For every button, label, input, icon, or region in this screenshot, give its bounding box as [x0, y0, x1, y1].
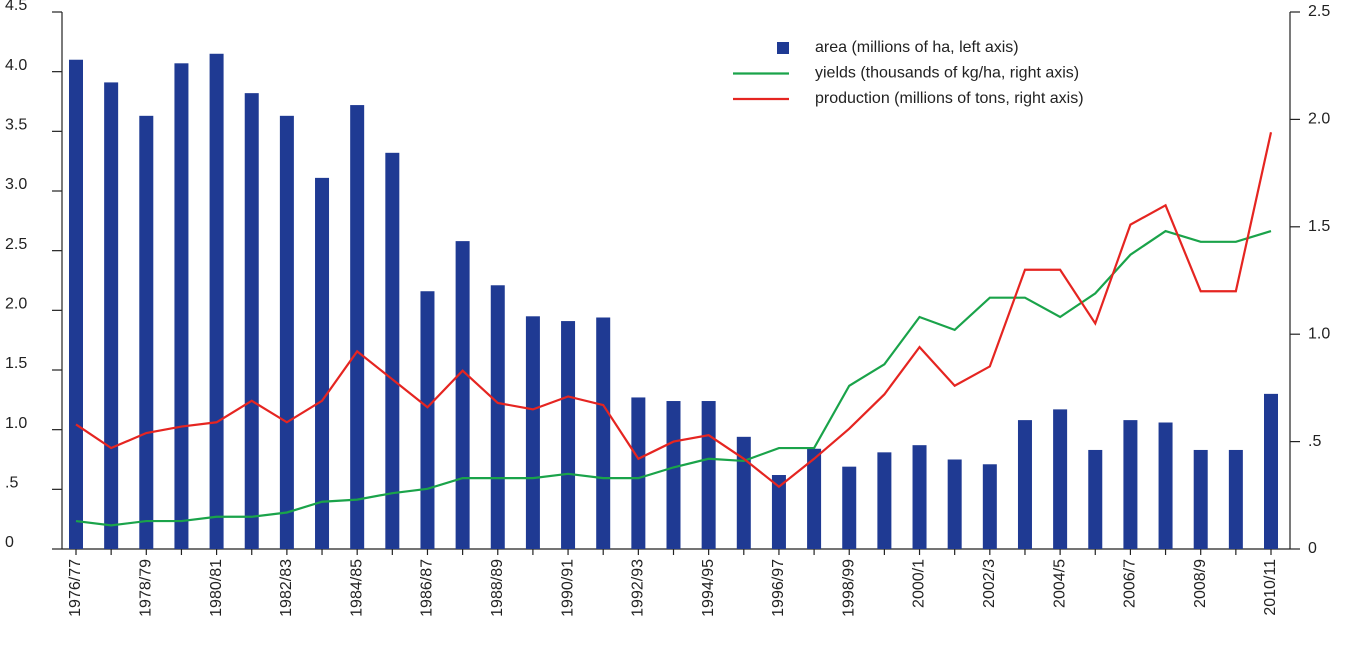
- x-tick-label: 2008/9: [1192, 559, 1209, 608]
- bar: [842, 466, 857, 549]
- x-tick-label: 1992/93: [630, 559, 647, 617]
- bar: [701, 401, 716, 549]
- bar: [69, 59, 83, 549]
- bar: [666, 401, 681, 549]
- bar: [596, 317, 611, 549]
- x-tick-label: 1990/91: [559, 559, 576, 617]
- bar: [1158, 422, 1173, 549]
- bar: [420, 291, 435, 549]
- bar: [807, 448, 822, 549]
- bar: [771, 475, 786, 549]
- bar: [350, 105, 365, 549]
- x-tick-label: 2010/11: [1262, 559, 1279, 616]
- y-tick-label: 1.5: [5, 355, 27, 372]
- bar: [385, 152, 400, 549]
- legend-label: production (millions of tons, right axis…: [815, 90, 1084, 107]
- legend-swatch: [777, 42, 789, 54]
- x-tick-label: 2004/5: [1051, 559, 1068, 608]
- bar: [912, 445, 927, 549]
- bar: [1053, 409, 1068, 549]
- bar: [455, 241, 470, 549]
- y-tick-label: 4.0: [5, 57, 27, 74]
- bar: [139, 115, 154, 549]
- x-tick-label: 1986/87: [419, 559, 436, 617]
- y-tick-label: 1.0: [5, 415, 27, 432]
- bar: [490, 285, 505, 549]
- y-tick-label: 2.0: [5, 296, 27, 313]
- bar: [1193, 449, 1208, 549]
- x-tick-label: 1980/81: [208, 559, 225, 617]
- bar: [244, 93, 259, 549]
- x-tick-label: 1984/85: [348, 559, 365, 617]
- line: [75, 132, 1273, 489]
- y2-tick-label: 1.0: [1308, 325, 1330, 342]
- x-tick-label: 1976/77: [67, 559, 84, 617]
- y2-tick-label: 2.5: [1308, 3, 1330, 20]
- y-tick-label: 4.5: [5, 0, 27, 14]
- bar: [1088, 449, 1103, 549]
- x-tick-label: 1982/83: [278, 559, 295, 617]
- bar: [1123, 420, 1138, 549]
- x-tick-label: 1994/95: [700, 559, 717, 617]
- bar: [279, 115, 294, 549]
- y-tick-label: 3.0: [5, 176, 27, 193]
- x-tick-label: 2006/7: [1122, 559, 1139, 608]
- y-tick-label: 3.5: [5, 117, 27, 134]
- legend-label: yields (thousands of kg/ha, right axis): [815, 65, 1079, 82]
- bar: [209, 53, 224, 550]
- y2-tick-label: 1.5: [1308, 218, 1330, 235]
- bar: [982, 464, 997, 549]
- bar: [1264, 393, 1278, 549]
- x-tick-label: 1978/79: [138, 559, 155, 617]
- bar: [174, 63, 189, 550]
- bar: [561, 321, 576, 549]
- bar: [315, 177, 330, 549]
- bar: [736, 436, 751, 549]
- y-tick-label: 2.5: [5, 236, 27, 253]
- y2-tick-label: .5: [1308, 433, 1321, 450]
- y2-tick-label: 2.0: [1308, 111, 1330, 128]
- x-tick-label: 1988/89: [489, 559, 506, 617]
- x-tick-label: 2002/3: [981, 559, 998, 608]
- x-tick-label: 1996/97: [770, 559, 787, 617]
- bar: [525, 316, 540, 549]
- bar: [947, 459, 962, 549]
- y-tick-label: .5: [5, 475, 18, 492]
- y2-tick-label: 0: [1308, 540, 1317, 557]
- bar: [631, 397, 646, 549]
- bar: [1228, 449, 1243, 549]
- bar: [104, 82, 119, 549]
- line: [75, 229, 1272, 527]
- bar: [877, 452, 892, 549]
- bar: [1017, 420, 1032, 549]
- legend-label: area (millions of ha, left axis): [815, 39, 1019, 56]
- x-tick-label: 1998/99: [840, 559, 857, 617]
- y-tick-label: 0: [5, 534, 14, 551]
- x-tick-label: 2000/1: [911, 559, 928, 608]
